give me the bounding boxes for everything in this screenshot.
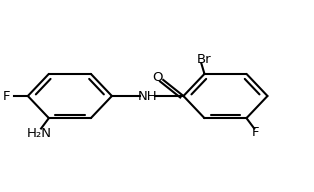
Text: O: O [152, 71, 163, 84]
Text: Br: Br [197, 53, 211, 66]
Text: NH: NH [138, 89, 158, 103]
Text: F: F [3, 89, 11, 103]
Text: H₂N: H₂N [27, 127, 52, 140]
Text: F: F [252, 126, 260, 139]
